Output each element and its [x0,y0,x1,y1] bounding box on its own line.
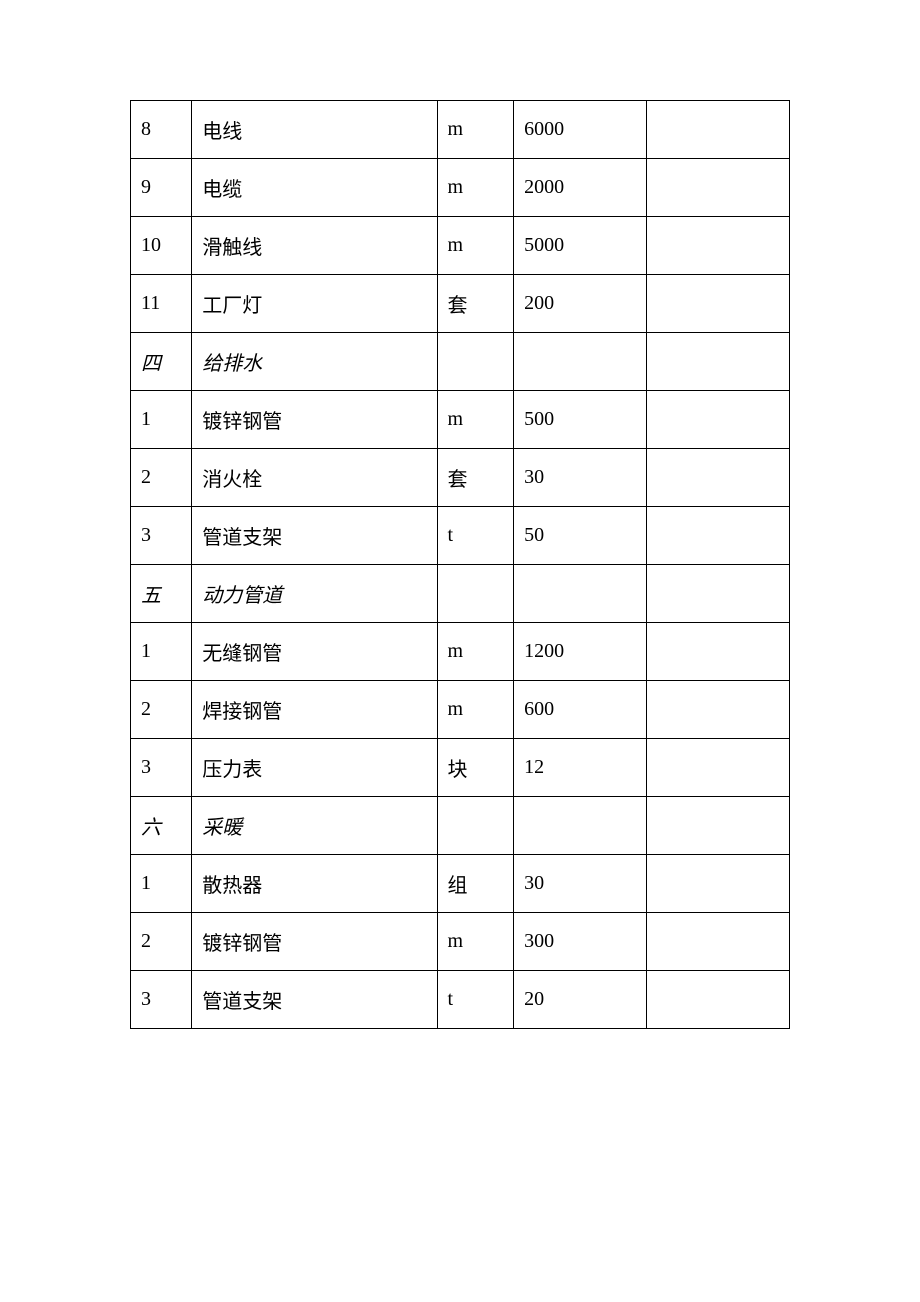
row-unit [437,333,514,391]
row-qty: 30 [514,855,647,913]
table-row: 3管道支架t50 [131,507,790,565]
row-name: 管道支架 [192,507,437,565]
row-index: 2 [131,449,192,507]
row-index: 五 [131,565,192,623]
table-row: 1镀锌钢管m500 [131,391,790,449]
materials-table: 8电线m60009电缆m200010滑触线m500011工厂灯套200四给排水1… [130,100,790,1029]
row-note [646,855,789,913]
row-unit: m [437,217,514,275]
row-qty: 2000 [514,159,647,217]
row-unit: 组 [437,855,514,913]
row-index: 3 [131,739,192,797]
row-index: 2 [131,681,192,739]
row-unit: m [437,391,514,449]
row-note [646,797,789,855]
table-row: 五动力管道 [131,565,790,623]
row-name: 压力表 [192,739,437,797]
row-name: 无缝钢管 [192,623,437,681]
table-row: 3压力表块12 [131,739,790,797]
row-qty: 6000 [514,101,647,159]
row-unit: t [437,507,514,565]
row-name: 镀锌钢管 [192,391,437,449]
row-note [646,333,789,391]
row-note [646,101,789,159]
row-qty: 1200 [514,623,647,681]
row-index: 11 [131,275,192,333]
row-name: 镀锌钢管 [192,913,437,971]
table-row: 2焊接钢管m600 [131,681,790,739]
row-note [646,681,789,739]
table-row: 四给排水 [131,333,790,391]
row-qty [514,797,647,855]
row-qty: 20 [514,971,647,1029]
table-row: 9电缆m2000 [131,159,790,217]
row-unit: 块 [437,739,514,797]
row-unit: 套 [437,275,514,333]
row-note [646,971,789,1029]
row-note [646,217,789,275]
row-index: 2 [131,913,192,971]
row-index: 3 [131,971,192,1029]
row-index: 8 [131,101,192,159]
row-index: 1 [131,623,192,681]
table-row: 10滑触线m5000 [131,217,790,275]
row-qty: 600 [514,681,647,739]
row-note [646,391,789,449]
row-note [646,275,789,333]
row-name: 管道支架 [192,971,437,1029]
row-name: 焊接钢管 [192,681,437,739]
row-note [646,449,789,507]
row-qty: 12 [514,739,647,797]
row-unit: m [437,623,514,681]
row-index: 3 [131,507,192,565]
row-unit: m [437,681,514,739]
row-index: 9 [131,159,192,217]
row-qty: 500 [514,391,647,449]
row-name: 电线 [192,101,437,159]
row-unit: m [437,101,514,159]
row-name: 散热器 [192,855,437,913]
row-note [646,159,789,217]
row-note [646,739,789,797]
row-name: 工厂灯 [192,275,437,333]
table-row: 1散热器组30 [131,855,790,913]
table-row: 8电线m6000 [131,101,790,159]
table-body: 8电线m60009电缆m200010滑触线m500011工厂灯套200四给排水1… [131,101,790,1029]
table-row: 1无缝钢管m1200 [131,623,790,681]
table-row: 2消火栓套30 [131,449,790,507]
row-unit [437,797,514,855]
row-index: 六 [131,797,192,855]
row-name: 动力管道 [192,565,437,623]
row-name: 采暖 [192,797,437,855]
row-qty: 50 [514,507,647,565]
row-qty [514,565,647,623]
row-qty: 5000 [514,217,647,275]
row-index: 1 [131,391,192,449]
row-qty: 200 [514,275,647,333]
row-name: 电缆 [192,159,437,217]
row-qty [514,333,647,391]
table-row: 六采暖 [131,797,790,855]
row-name: 滑触线 [192,217,437,275]
row-unit [437,565,514,623]
row-name: 消火栓 [192,449,437,507]
row-qty: 300 [514,913,647,971]
row-index: 10 [131,217,192,275]
row-note [646,507,789,565]
table-row: 2镀锌钢管m300 [131,913,790,971]
row-note [646,565,789,623]
row-note [646,913,789,971]
row-index: 1 [131,855,192,913]
row-note [646,623,789,681]
row-unit: m [437,913,514,971]
row-name: 给排水 [192,333,437,391]
row-unit: m [437,159,514,217]
row-unit: 套 [437,449,514,507]
table-row: 3管道支架t20 [131,971,790,1029]
row-index: 四 [131,333,192,391]
row-qty: 30 [514,449,647,507]
table-row: 11工厂灯套200 [131,275,790,333]
row-unit: t [437,971,514,1029]
